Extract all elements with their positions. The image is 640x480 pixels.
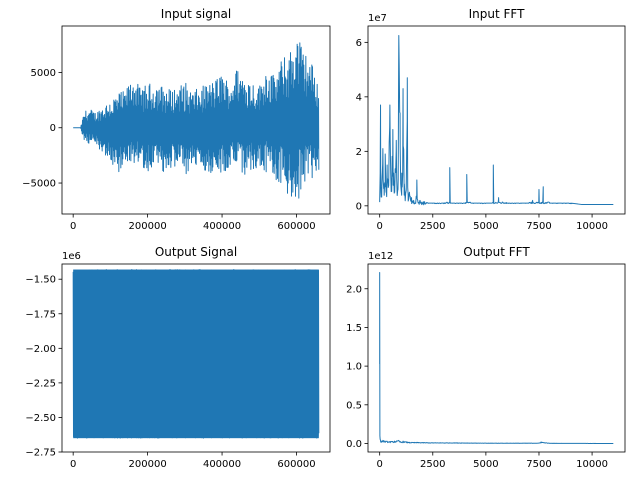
y-tick-label: −1.75 (25, 309, 56, 320)
subplot-3: 0 200000 400000 600000 −2.75 −2.50 −2.25 −2.00 −… (25, 245, 331, 470)
x-tick-label: 0 (376, 221, 382, 232)
spectrum-trace (379, 272, 614, 444)
y-tick-label: 4 (356, 92, 362, 103)
y-tick-label: −5000 (22, 179, 56, 190)
axes-frame (61, 25, 331, 215)
y-tick-label: 0 (356, 201, 362, 212)
y-tick-label: −2.50 (25, 413, 56, 424)
y-tick-label: −2.00 (25, 344, 56, 355)
x-tick-label: 10000 (576, 459, 608, 470)
series-line (379, 35, 614, 206)
x-tick-label: 200000 (129, 221, 167, 232)
x-tick-label: 400000 (203, 459, 241, 470)
y-tick-label: 5000 (31, 68, 56, 79)
y-tick-label: 2 (356, 147, 362, 158)
subplot-title: Output FFT (463, 245, 530, 259)
y-tick-label: −2.75 (25, 448, 56, 459)
y-tick-label: 2.0 (346, 284, 362, 295)
series-line (72, 269, 320, 439)
y-tick-label: 1.5 (346, 323, 362, 334)
signal-trace (73, 42, 320, 199)
y-tick-label: 0 (50, 123, 56, 134)
axes-frame (367, 263, 626, 453)
subplot-1: 0 200000 400000 600000 −5000 0 5000 Input signa… (22, 7, 331, 232)
x-tick-label: 2500 (420, 221, 445, 232)
x-tick-label: 600000 (277, 221, 315, 232)
x-tick-label: 0 (70, 459, 76, 470)
axes-frame (61, 263, 331, 453)
x-tick-label: 2500 (420, 459, 445, 470)
axes-frame (367, 25, 626, 215)
y-tick-label: 0.5 (346, 400, 362, 411)
y-offset-label: 1e7 (368, 13, 387, 24)
subplot-title: Input FFT (469, 7, 525, 21)
series-line (73, 42, 320, 199)
y-offset-label: 1e6 (62, 251, 81, 262)
x-tick-label: 400000 (203, 221, 241, 232)
subplot-4: 0 2500 5000 7500 10000 0.0 0.5 1.0 1.5 2.0 1e12 Out… (346, 245, 626, 470)
x-tick-label: 600000 (277, 459, 315, 470)
series-line (379, 272, 614, 444)
subplot-title: Output Signal (155, 245, 237, 259)
x-tick-label: 7500 (526, 221, 551, 232)
x-tick-label: 5000 (473, 221, 498, 232)
x-tick-label: 0 (376, 459, 382, 470)
spectrum-trace (379, 35, 614, 206)
y-tick-label: −2.25 (25, 378, 56, 389)
subplot-title: Input signal (161, 7, 231, 21)
x-tick-label: 10000 (576, 221, 608, 232)
subplot-2: 0 2500 5000 7500 10000 0 2 4 6 1e7 Input FFT (356, 7, 626, 232)
signal-fill (73, 269, 319, 439)
x-tick-label: 0 (70, 221, 76, 232)
y-offset-label: 1e12 (368, 251, 393, 262)
y-tick-label: −1.50 (25, 275, 56, 286)
x-tick-label: 7500 (526, 459, 551, 470)
y-tick-label: 1.0 (346, 362, 362, 373)
x-tick-label: 200000 (129, 459, 167, 470)
x-tick-label: 5000 (473, 459, 498, 470)
y-tick-label: 0.0 (346, 439, 362, 450)
y-tick-label: 6 (356, 38, 362, 49)
